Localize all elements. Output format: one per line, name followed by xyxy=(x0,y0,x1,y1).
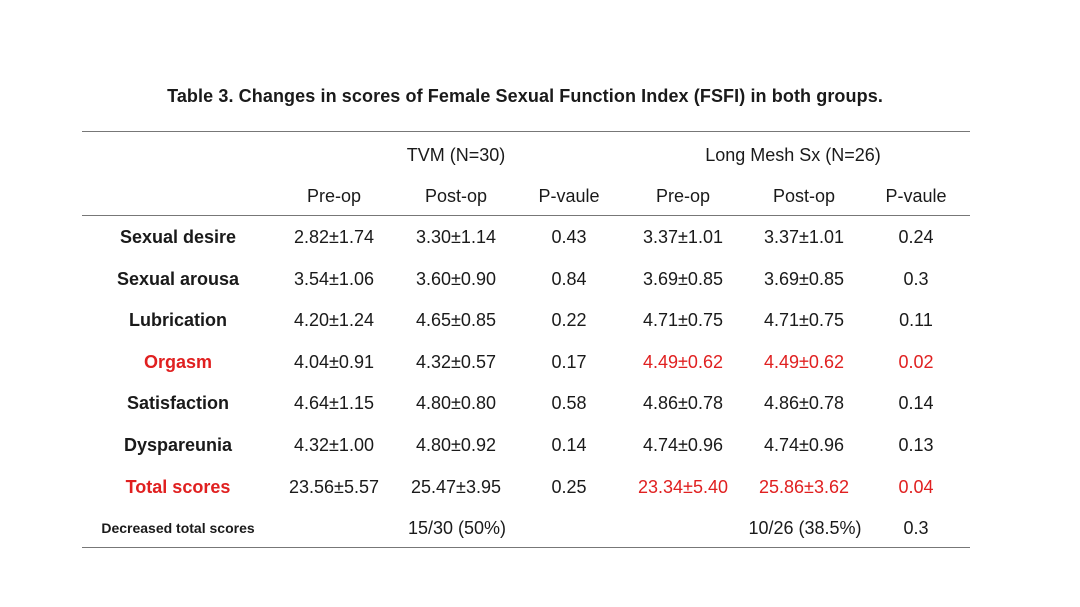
subheader-long-p-value: P-vaule xyxy=(885,186,947,206)
cell-long-p-value: 0.02 xyxy=(898,352,934,372)
group-header-tvm: TVM (N=30) xyxy=(406,145,506,165)
header-rule xyxy=(82,215,970,216)
cell-long-p-value: 0.11 xyxy=(899,310,933,330)
cell-long-p-value: 0.13 xyxy=(898,435,934,455)
row-label-decreased-total-scores: Decreased total scores xyxy=(101,520,255,536)
cell-tvm-p-value: 0.84 xyxy=(551,269,587,289)
cell-long-p-value: 0.14 xyxy=(898,393,934,413)
cell-tvm-p-value: 0.58 xyxy=(551,393,587,413)
cell-long-post-op: 3.37±1.01 xyxy=(764,227,844,247)
row-label: Orgasm xyxy=(143,352,213,372)
cell-long-pre-op: 4.74±0.96 xyxy=(643,435,723,455)
cell-tvm-pre-op: 4.64±1.15 xyxy=(294,393,374,413)
table-title: Table 3. Changes in scores of Female Sex… xyxy=(167,86,883,106)
cell-tvm-p-value: 0.25 xyxy=(551,477,587,497)
cell-tvm-pre-op: 4.20±1.24 xyxy=(294,310,374,330)
cell-tvm-p-value: 0.43 xyxy=(551,227,587,247)
row-label: Lubrication xyxy=(129,310,227,330)
cell-long-pre-op: 3.69±0.85 xyxy=(643,269,723,289)
cell-long-post-op: 4.49±0.62 xyxy=(764,352,844,372)
cell-tvm-p-value: 0.17 xyxy=(551,352,587,372)
subheader-tvm-post-op: Post-op xyxy=(424,186,488,206)
cell-tvm-pre-op: 4.32±1.00 xyxy=(294,435,374,455)
cell-tvm-pre-op: 23.56±5.57 xyxy=(289,477,379,497)
cell-tvm-post-op: 3.60±0.90 xyxy=(416,269,496,289)
cell-tvm-post-op: 4.65±0.85 xyxy=(416,310,496,330)
cell-tvm-p-value: 0.22 xyxy=(551,310,587,330)
cell-long-p-value: 0.24 xyxy=(898,227,934,247)
cell-long-post-op: 4.71±0.75 xyxy=(764,310,844,330)
cell-tvm-pre-op: 4.04±0.91 xyxy=(294,352,374,372)
cell-long-post-op: 4.86±0.78 xyxy=(764,393,844,413)
cell-tvm-post-op: 4.32±0.57 xyxy=(416,352,496,372)
cell-long-post-op: 3.69±0.85 xyxy=(764,269,844,289)
bottom-rule xyxy=(82,547,970,548)
group-header-long-mesh: Long Mesh Sx (N=26) xyxy=(705,145,881,165)
row-label: Sexual desire xyxy=(119,227,237,247)
cell-tvm-pre-op: 2.82±1.74 xyxy=(294,227,374,247)
cell-long-pre-op: 4.71±0.75 xyxy=(643,310,723,330)
row-label: Satisfaction xyxy=(126,393,230,413)
subheader-tvm-p-value: P-vaule xyxy=(538,186,600,206)
row-label: Dyspareunia xyxy=(123,435,233,455)
decreased-long-mesh-value: 10/26 (38.5%) xyxy=(748,518,862,538)
cell-tvm-post-op: 4.80±0.80 xyxy=(416,393,496,413)
cell-long-p-value: 0.3 xyxy=(903,269,929,289)
subheader-long-pre-op: Pre-op xyxy=(655,186,711,206)
cell-tvm-p-value: 0.14 xyxy=(551,435,587,455)
top-rule xyxy=(82,131,970,132)
cell-long-pre-op: 3.37±1.01 xyxy=(643,227,723,247)
cell-long-p-value: 0.04 xyxy=(898,477,934,497)
decreased-tvm-value: 15/30 (50%) xyxy=(407,518,507,538)
cell-tvm-post-op: 3.30±1.14 xyxy=(416,227,496,247)
row-label: Sexual arousa xyxy=(116,269,240,289)
cell-tvm-pre-op: 3.54±1.06 xyxy=(294,269,374,289)
cell-long-pre-op: 4.49±0.62 xyxy=(643,352,723,372)
cell-long-pre-op: 23.34±5.40 xyxy=(638,477,728,497)
row-label: Total scores xyxy=(125,477,231,497)
cell-tvm-post-op: 4.80±0.92 xyxy=(416,435,496,455)
subheader-tvm-pre-op: Pre-op xyxy=(306,186,362,206)
subheader-long-post-op: Post-op xyxy=(772,186,836,206)
cell-long-post-op: 4.74±0.96 xyxy=(764,435,844,455)
cell-tvm-post-op: 25.47±3.95 xyxy=(411,477,501,497)
cell-long-post-op: 25.86±3.62 xyxy=(759,477,849,497)
cell-long-pre-op: 4.86±0.78 xyxy=(643,393,723,413)
decreased-p-value: 0.3 xyxy=(903,518,929,538)
